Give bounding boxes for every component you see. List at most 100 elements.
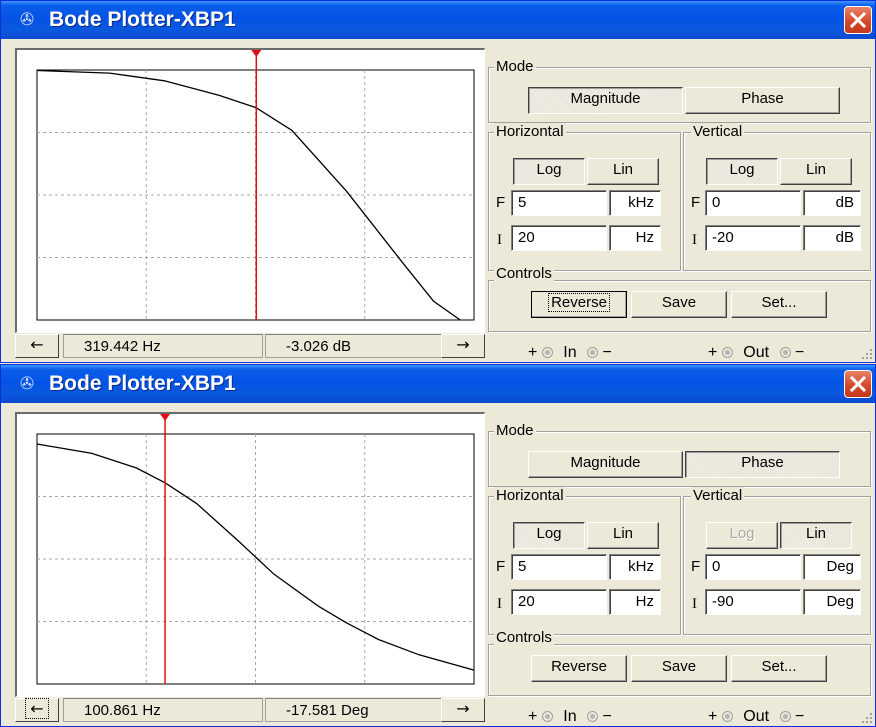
cursor-left-button[interactable]: ← xyxy=(15,334,59,358)
cursor-value-readout: -3.026 dB xyxy=(265,334,455,358)
magnitude-button[interactable]: Magnitude xyxy=(528,451,683,478)
vertical-group xyxy=(683,496,871,635)
vertical-initial-input[interactable]: -20 xyxy=(705,225,801,251)
bode-plot-area[interactable] xyxy=(15,412,485,697)
vertical-initial-label: I xyxy=(692,232,697,248)
arrow-right-icon: → xyxy=(456,699,470,718)
phase-button[interactable]: Phase xyxy=(685,87,840,114)
phase-button[interactable]: Phase xyxy=(685,451,840,478)
mode-legend: Mode xyxy=(494,422,536,439)
close-icon xyxy=(849,11,867,29)
in-plus-terminal[interactable] xyxy=(541,347,553,358)
mode-group xyxy=(488,67,871,123)
in-plus-terminal[interactable] xyxy=(541,711,553,722)
phase-plot xyxy=(36,414,475,685)
controls-legend: Controls xyxy=(494,265,554,282)
horizontal-initial-unit[interactable]: Hz xyxy=(609,589,661,615)
magnitude-button[interactable]: Magnitude xyxy=(528,87,683,114)
horizontal-log-button[interactable]: Log xyxy=(513,158,585,185)
vertical-final-unit[interactable]: dB xyxy=(803,190,861,216)
vertical-final-unit[interactable]: Deg xyxy=(803,554,861,580)
horizontal-lin-button[interactable]: Lin xyxy=(587,158,659,185)
vertical-log-button: Log xyxy=(706,522,778,549)
window-title: Bode Plotter-XBP1 xyxy=(49,8,236,31)
output-terminals: + Out − xyxy=(708,708,805,725)
save-button[interactable]: Save xyxy=(631,655,727,682)
resize-grip-icon[interactable] xyxy=(861,348,873,360)
save-button[interactable]: Save xyxy=(631,291,727,318)
cursor-readout: ← 319.442 Hz -3.026 dB → xyxy=(15,334,485,360)
vertical-lin-button[interactable]: Lin xyxy=(780,522,852,549)
title-bar[interactable]: ✇ Bode Plotter-XBP1 xyxy=(1,365,875,403)
vertical-log-button[interactable]: Log xyxy=(706,158,778,185)
bode-plotter-icon: ✇ xyxy=(19,374,35,394)
arrow-right-icon: → xyxy=(456,335,470,354)
input-terminals: + In − xyxy=(528,344,612,361)
mode-legend: Mode xyxy=(494,58,536,75)
horizontal-initial-input[interactable]: 20 xyxy=(511,589,607,615)
title-bar[interactable]: ✇ Bode Plotter-XBP1 xyxy=(1,1,875,39)
cursor-value-readout: -17.581 Deg xyxy=(265,698,455,722)
horizontal-final-input[interactable]: 5 xyxy=(511,190,607,216)
horizontal-final-label: F xyxy=(496,558,506,575)
output-terminals: + Out − xyxy=(708,344,805,361)
controls-group xyxy=(488,280,871,332)
mode-group xyxy=(488,431,871,487)
close-button[interactable] xyxy=(844,6,872,34)
out-minus-terminal[interactable] xyxy=(779,347,791,358)
bode-plotter-icon: ✇ xyxy=(19,10,35,30)
cursor-right-button[interactable]: → xyxy=(441,698,485,722)
cursor-marker-icon xyxy=(160,414,171,421)
horizontal-initial-label: I xyxy=(497,232,502,248)
vertical-final-input[interactable]: 0 xyxy=(705,554,801,580)
out-plus-terminal[interactable] xyxy=(721,711,733,722)
cursor-frequency-readout: 319.442 Hz xyxy=(63,334,263,358)
set-button[interactable]: Set... xyxy=(731,655,827,682)
in-label: In xyxy=(563,344,577,361)
resize-grip-icon[interactable] xyxy=(861,712,873,724)
bode-plotter-window-phase: ✇ Bode Plotter-XBP1 ← 100.861 Hz -17.581… xyxy=(0,364,876,727)
vertical-initial-label: I xyxy=(692,596,697,612)
horizontal-legend: Horizontal xyxy=(494,487,566,504)
horizontal-initial-unit[interactable]: Hz xyxy=(609,225,661,251)
controls-legend: Controls xyxy=(494,629,554,646)
vertical-group xyxy=(683,132,871,271)
horizontal-final-input[interactable]: 5 xyxy=(511,554,607,580)
horizontal-initial-input[interactable]: 20 xyxy=(511,225,607,251)
close-icon xyxy=(849,375,867,393)
horizontal-final-label: F xyxy=(496,194,506,211)
horizontal-final-unit[interactable]: kHz xyxy=(609,554,661,580)
horizontal-final-unit[interactable]: kHz xyxy=(609,190,661,216)
reverse-button[interactable]: Reverse xyxy=(531,655,627,682)
vertical-final-input[interactable]: 0 xyxy=(705,190,801,216)
magnitude-plot xyxy=(36,50,475,321)
reverse-button[interactable]: Reverse xyxy=(531,291,627,318)
bode-plot-area[interactable] xyxy=(15,48,485,333)
horizontal-lin-button[interactable]: Lin xyxy=(587,522,659,549)
response-curve xyxy=(36,69,461,321)
vertical-initial-unit[interactable]: Deg xyxy=(803,589,861,615)
cursor-left-button[interactable]: ← xyxy=(15,698,59,722)
vertical-lin-button[interactable]: Lin xyxy=(780,158,852,185)
response-curve xyxy=(36,443,475,671)
cursor-frequency-readout: 100.861 Hz xyxy=(63,698,263,722)
vertical-final-label: F xyxy=(691,194,701,211)
in-minus-terminal[interactable] xyxy=(587,711,599,722)
horizontal-legend: Horizontal xyxy=(494,123,566,140)
window-title: Bode Plotter-XBP1 xyxy=(49,372,236,395)
horizontal-log-button[interactable]: Log xyxy=(513,522,585,549)
in-label: In xyxy=(563,708,577,725)
close-button[interactable] xyxy=(844,370,872,398)
cursor-readout: ← 100.861 Hz -17.581 Deg → xyxy=(15,698,485,724)
set-button[interactable]: Set... xyxy=(731,291,827,318)
out-minus-terminal[interactable] xyxy=(779,711,791,722)
horizontal-initial-label: I xyxy=(497,596,502,612)
horizontal-group xyxy=(488,496,681,635)
in-minus-terminal[interactable] xyxy=(587,347,599,358)
cursor-right-button[interactable]: → xyxy=(441,334,485,358)
out-label: Out xyxy=(743,708,770,725)
vertical-legend: Vertical xyxy=(691,487,745,504)
vertical-initial-input[interactable]: -90 xyxy=(705,589,801,615)
vertical-initial-unit[interactable]: dB xyxy=(803,225,861,251)
out-plus-terminal[interactable] xyxy=(721,347,733,358)
